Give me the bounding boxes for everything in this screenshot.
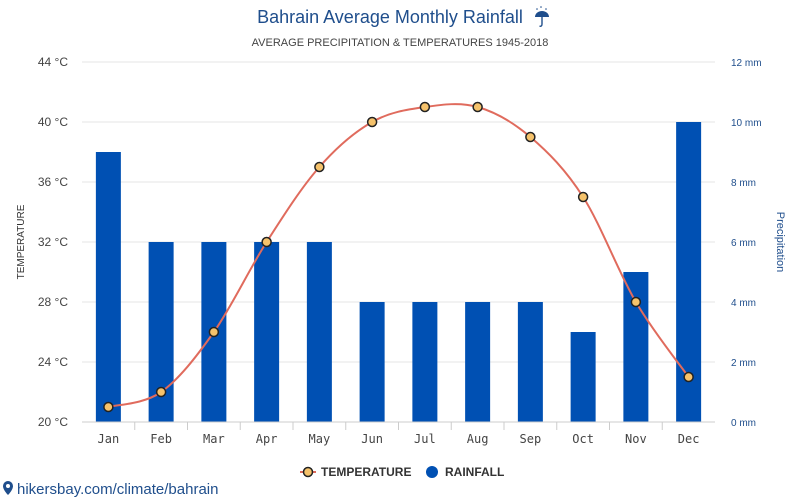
y-left-tick-label: 24 °C [38, 355, 68, 369]
y-axis-left-title: TEMPERATURE [16, 204, 27, 279]
temperature-point[interactable] [155, 386, 167, 398]
temperature-point[interactable] [525, 131, 536, 143]
rainfall-bar[interactable] [623, 272, 649, 422]
x-tick-label: Jul [414, 432, 436, 446]
rainfall-bars [95, 122, 702, 422]
x-tick-label: Aug [467, 432, 489, 446]
temperature-point[interactable] [261, 236, 272, 248]
temperature-point[interactable] [577, 191, 589, 203]
legend-temperature-swatch-marker [302, 466, 314, 478]
y-right-tick-label: 6 mm [731, 238, 756, 249]
chart-title: Bahrain Average Monthly Rainfall [257, 7, 523, 27]
temperature-point[interactable] [472, 101, 483, 113]
x-tick-label: Jun [361, 432, 383, 446]
y-axis-right-title: Precipitation [774, 212, 786, 273]
rainfall-bar[interactable] [254, 242, 280, 422]
y-left-tick-label: 20 °C [38, 415, 68, 429]
temperature-point[interactable] [630, 296, 642, 308]
legend-item-rainfall[interactable]: RAINFALL [426, 465, 504, 479]
rainfall-bar[interactable] [306, 242, 332, 422]
temperature-point[interactable] [208, 326, 220, 338]
x-tick-label: May [309, 432, 331, 446]
x-tick-label: Feb [150, 432, 172, 446]
x-tick-label: Sep [520, 432, 542, 446]
legend-label-temperature: TEMPERATURE [321, 465, 411, 479]
rainfall-bar[interactable] [517, 302, 543, 422]
x-tick-label: Oct [572, 432, 594, 446]
temperature-point[interactable] [419, 101, 431, 113]
temperature-point[interactable] [683, 371, 694, 383]
y-axis-left: 20 °C 24 °C 28 °C 32 °C 36 °C 40 °C 44 °C [38, 55, 68, 429]
x-tick-label: Dec [678, 432, 700, 446]
x-axis: Jan Feb Mar Apr May Jun Jul Aug Sep Oct Nov Dec [98, 422, 700, 446]
temperature-point[interactable] [103, 401, 114, 413]
temperature-markers [103, 101, 694, 413]
rainfall-bar[interactable] [95, 152, 121, 422]
y-right-tick-label: 12 mm [731, 58, 762, 69]
x-tick-label: Nov [625, 432, 647, 446]
y-left-tick-label: 28 °C [38, 295, 68, 309]
y-axis-right: 0 mm 2 mm 4 mm 6 mm 8 mm 10 mm 12 mm [731, 58, 762, 429]
x-tick-label: Mar [203, 432, 225, 446]
temperature-point[interactable] [366, 116, 378, 128]
y-left-tick-label: 36 °C [38, 175, 68, 189]
y-left-tick-label: 40 °C [38, 115, 68, 129]
x-tick-label: Jan [98, 432, 120, 446]
temperature-point[interactable] [314, 161, 325, 173]
y-right-tick-label: 0 mm [731, 418, 756, 429]
x-tick-label: Apr [256, 432, 278, 446]
y-right-tick-label: 8 mm [731, 178, 756, 189]
y-right-tick-label: 4 mm [731, 298, 756, 309]
legend-rainfall-swatch [426, 466, 438, 478]
y-left-tick-label: 32 °C [38, 235, 68, 249]
umbrella-icon [535, 6, 549, 27]
chart-subtitle: AVERAGE PRECIPITATION & TEMPERATURES 194… [252, 37, 549, 49]
footer-link[interactable]: hikersbay.com/climate/bahrain [17, 481, 218, 498]
y-left-tick-label: 44 °C [38, 55, 68, 69]
legend[interactable]: TEMPERATURE RAINFALL [300, 465, 504, 479]
y-right-tick-label: 2 mm [731, 358, 756, 369]
location-pin-icon [3, 481, 13, 495]
y-right-tick-label: 10 mm [731, 118, 762, 129]
rainfall-bar[interactable] [412, 302, 438, 422]
rainfall-bar[interactable] [465, 302, 491, 422]
rainfall-bar[interactable] [359, 302, 385, 422]
legend-label-rainfall: RAINFALL [445, 465, 504, 479]
grid-lines [82, 61, 715, 363]
rainfall-bar[interactable] [570, 332, 596, 422]
legend-item-temperature[interactable]: TEMPERATURE [300, 465, 411, 479]
